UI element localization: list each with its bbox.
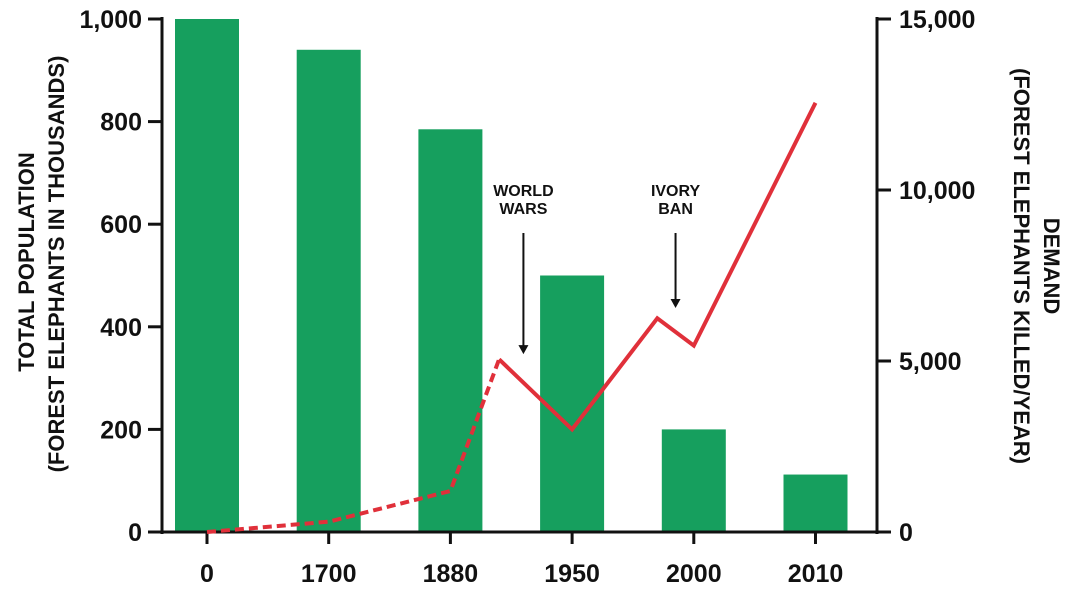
bars-group <box>175 19 848 533</box>
demand-line-solid <box>497 101 818 433</box>
right-axis: 0 5,000 10,000 15,000 <box>875 6 975 547</box>
bar-2000 <box>661 429 726 532</box>
right-tick-label-5000: 5,000 <box>899 348 962 376</box>
annotation-world-wars-line2: WARS <box>499 201 547 218</box>
bar-1700 <box>296 49 361 532</box>
x-tick-label-2010: 2010 <box>788 560 844 588</box>
demand-line-group <box>206 101 818 534</box>
annotation-ivory-ban-line1: IVORY <box>651 183 701 200</box>
annotation-ivory-ban-line2: BAN <box>658 201 693 218</box>
left-tick-label-0: 0 <box>128 519 142 547</box>
left-axis-title-line1: TOTAL POPULATION <box>14 152 39 372</box>
left-tick-label-800: 800 <box>100 109 142 137</box>
left-tick-label-1000: 1,000 <box>79 6 142 34</box>
bar-1880 <box>418 129 483 533</box>
annotation-world-wars-arrow-head <box>518 345 529 355</box>
left-tick-label-600: 600 <box>100 211 142 239</box>
annotation-world-wars-line1: WORLD <box>493 183 553 200</box>
left-axis: 0 200 400 600 800 1,000 <box>79 6 164 547</box>
x-tick-label-2000: 2000 <box>666 560 722 588</box>
x-tick-label-1880: 1880 <box>423 560 479 588</box>
x-tick-label-1700: 1700 <box>301 560 357 588</box>
left-tick-label-400: 400 <box>100 314 142 342</box>
bar-2010 <box>783 474 848 532</box>
right-tick-label-15000: 15,000 <box>899 6 975 34</box>
x-tick-label-1950: 1950 <box>544 560 600 588</box>
x-axis: 0 1700 1880 1950 2000 2010 <box>162 530 877 588</box>
right-axis-title-line2: (FOREST ELEPHANTS KILLED/YEAR) <box>1009 68 1034 464</box>
right-tick-label-0: 0 <box>899 519 913 547</box>
left-axis-title-line2: (FOREST ELEPHANTS IN THOUSANDS) <box>44 56 69 473</box>
demand-line-dashed <box>206 358 501 534</box>
left-tick-label-200: 200 <box>100 416 142 444</box>
right-axis-title-line1: DEMAND <box>1039 218 1064 315</box>
annotation-ivory-ban-arrow-head <box>670 298 681 308</box>
bar-1950 <box>540 275 605 532</box>
right-tick-label-10000: 10,000 <box>899 177 975 205</box>
x-tick-label-0: 0 <box>200 560 214 588</box>
bar-0 <box>175 19 239 532</box>
